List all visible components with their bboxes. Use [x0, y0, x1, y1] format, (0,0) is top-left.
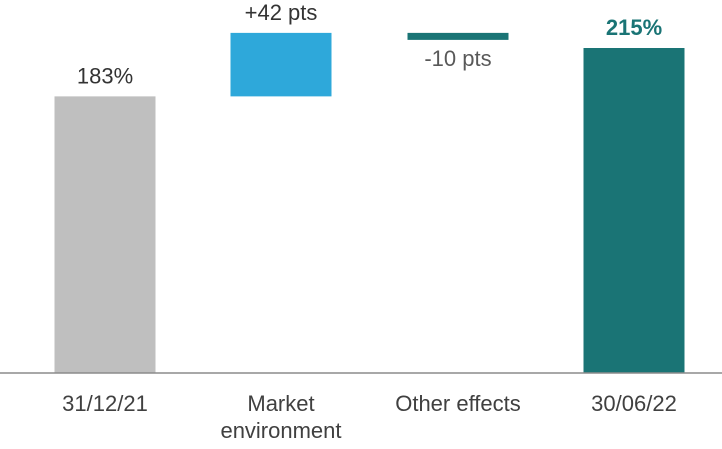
- category-label: 30/06/22: [591, 391, 677, 416]
- bar-end-total: [583, 48, 685, 373]
- value-label-end-total: 215%: [606, 15, 662, 40]
- bar-start-total: [54, 96, 156, 373]
- value-label-decrease: -10 pts: [424, 46, 491, 71]
- category-label: 31/12/21: [62, 391, 148, 416]
- category-label: Other effects: [395, 391, 521, 416]
- chart-bars: [54, 32, 685, 373]
- category-label: Market: [247, 391, 314, 416]
- bar-decrease: [407, 32, 509, 40]
- value-label-start-total: 183%: [77, 63, 133, 88]
- category-label: environment: [220, 418, 341, 443]
- value-labels: 183% +42 pts -10 pts 215%: [77, 0, 662, 88]
- bar-increase: [230, 32, 332, 97]
- value-label-increase: +42 pts: [245, 0, 318, 25]
